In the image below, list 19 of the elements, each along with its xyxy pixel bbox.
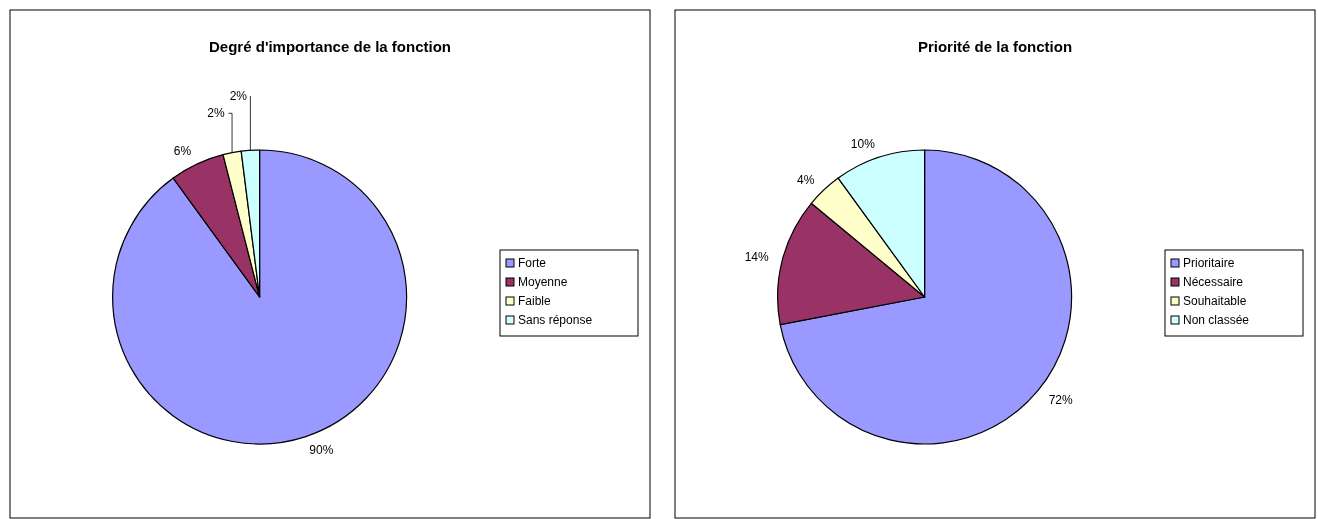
pie-slice	[779, 149, 1073, 445]
data-label: 10%	[850, 136, 876, 151]
legend-label: Non classée	[1183, 313, 1250, 327]
legend-label: Forte	[518, 256, 547, 270]
data-label: 14%	[744, 249, 769, 264]
legend-label: Moyenne	[518, 275, 568, 289]
data-label: 90%	[309, 443, 334, 458]
legend-label: Nécessaire	[1183, 275, 1244, 289]
data-label: 72%	[1048, 392, 1073, 407]
chart-title: Priorité de la fonction	[917, 38, 1073, 55]
legend-label: Faible	[518, 294, 552, 308]
data-label: 6%	[173, 144, 192, 159]
legend-label: Sans réponse	[518, 313, 593, 327]
chart-title: Degré d'importance de la fonction	[209, 38, 451, 55]
data-label: 2%	[229, 89, 248, 104]
legend-label: Prioritaire	[1183, 256, 1235, 270]
legend-label: Souhaitable	[1183, 294, 1247, 308]
data-label: 4%	[797, 172, 815, 187]
data-label: 2%	[207, 106, 225, 121]
